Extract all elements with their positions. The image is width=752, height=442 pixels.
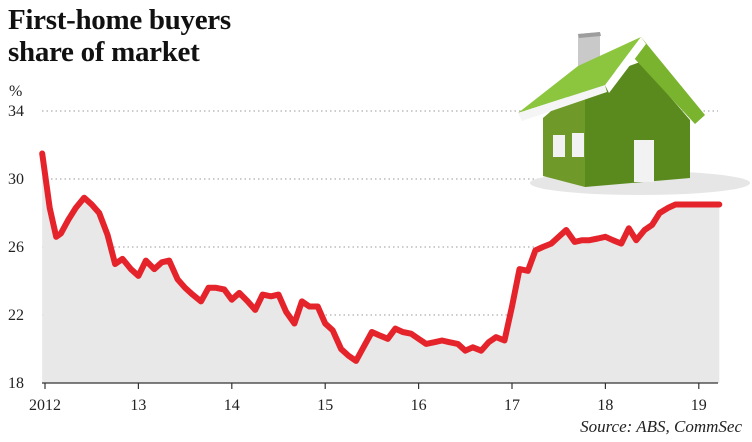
chart-title-line-1: First-home buyers (8, 4, 231, 36)
x-tick-label: 15 (317, 397, 333, 414)
x-tick-label: 14 (224, 397, 240, 414)
x-tick-label: 19 (691, 397, 707, 414)
y-tick-label: 30 (8, 171, 24, 188)
house-window-left (553, 135, 565, 157)
y-tick-label: 22 (8, 307, 24, 324)
house-door (634, 140, 654, 182)
x-axis-ticks: 2012 13 14 15 16 17 18 19 (29, 397, 707, 414)
house-roof-left (518, 37, 641, 113)
area-fill (42, 153, 720, 383)
house-roof-right (634, 37, 705, 124)
chart-title: First-home buyers share of market (8, 4, 231, 68)
source-note: Source: ABS, CommSec (580, 417, 742, 436)
chart-title-line-2: share of market (8, 36, 200, 68)
x-tick-label: 17 (504, 397, 520, 414)
roof-edge (518, 85, 607, 121)
x-tick-label: 2012 (29, 397, 61, 414)
y-axis-ticks: 18 22 26 30 34 (8, 103, 24, 392)
series-line (39, 150, 723, 364)
x-tick-label: 13 (130, 397, 146, 414)
chimney-top (578, 32, 601, 38)
house-front-wall (585, 62, 690, 187)
y-tick-label: 34 (8, 103, 24, 120)
y-axis-unit: % (9, 83, 22, 100)
y-tick-label: 26 (8, 239, 24, 256)
house-side-wall (543, 82, 585, 187)
x-tick-label: 16 (411, 397, 427, 414)
house-icon (518, 32, 750, 195)
x-axis (42, 382, 718, 389)
house-window-center (572, 133, 584, 157)
y-tick-label: 18 (8, 375, 24, 392)
x-tick-label: 18 (597, 397, 613, 414)
roof-ridge (605, 37, 646, 93)
